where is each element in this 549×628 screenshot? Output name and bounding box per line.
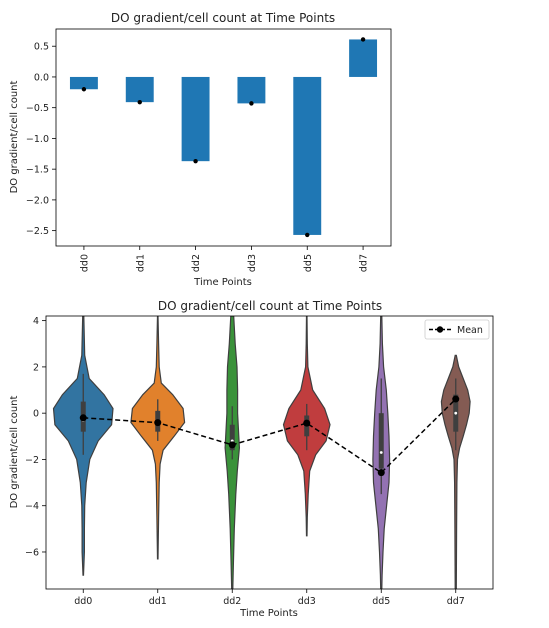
bar-mean-markers: [81, 37, 366, 238]
x-tick-label: dd1: [135, 254, 146, 272]
bar-chart-title: DO gradient/cell count at Time Points: [111, 11, 335, 25]
legend-entry-mean: Mean: [457, 325, 483, 336]
violin-plot-frame: [45, 315, 494, 590]
mean-point-dd2: [228, 441, 236, 449]
x-tick-label: dd1: [149, 596, 167, 607]
y-tick-label: 4: [33, 316, 39, 327]
bar-dd2: [181, 76, 210, 162]
x-tick-label: dd5: [303, 254, 314, 272]
mean-point-dd0: [79, 414, 87, 422]
bar-y-axis-label: DO gradient/cell count: [9, 81, 20, 194]
mean-point-dd7: [452, 395, 460, 403]
mean-point-dd2: [193, 158, 198, 164]
y-tick-label: −1.0: [26, 134, 49, 145]
violin-chart: DO gradient/cell count at Time Points 4 2…: [9, 299, 494, 619]
x-tick-label: dd2: [223, 596, 241, 607]
x-tick-label: dd3: [247, 254, 258, 272]
bar-dd3: [237, 76, 266, 104]
bar-dd0: [69, 76, 98, 90]
mean-point-dd7: [360, 37, 366, 42]
bar-plot-frame: [55, 28, 392, 247]
y-tick-label: −2.0: [26, 195, 49, 206]
violin-y-axis: 4 2 0 −2 −4 −6: [25, 316, 46, 558]
x-tick-label: dd5: [372, 596, 390, 607]
mean-line: [83, 398, 457, 474]
mean-point-dd1: [137, 99, 142, 105]
mean-point-dd0: [81, 87, 87, 92]
x-tick-label: dd3: [298, 596, 316, 607]
iqr-box-dd5: [378, 413, 384, 469]
x-tick-label: dd7: [447, 596, 465, 607]
bar-chart: DO gradient/cell count at Time Points 0.…: [9, 11, 392, 288]
y-tick-label: 2: [33, 362, 39, 373]
y-tick-label: 0.0: [34, 72, 49, 83]
y-tick-label: −4: [25, 501, 39, 512]
x-tick-label: dd0: [74, 596, 92, 607]
bar-series: [69, 39, 378, 235]
y-tick-label: −1.5: [26, 165, 49, 176]
mean-point-dd5: [377, 469, 385, 477]
y-tick-label: 0: [33, 409, 39, 420]
y-tick-label: −2: [25, 455, 39, 466]
bar-dd1: [125, 76, 154, 103]
median-point-dd5: [379, 451, 383, 454]
mean-series: [79, 395, 460, 477]
legend-marker: [436, 326, 444, 333]
x-tick-label: dd7: [359, 254, 370, 272]
bar-y-axis: 0.5 0.0 −0.5 −1.0 −1.5 −2.0 −2.5: [26, 42, 56, 237]
y-tick-label: −0.5: [26, 103, 49, 114]
bar-x-axis-label: Time Points: [193, 277, 252, 288]
mean-point-dd5: [305, 232, 310, 238]
bar-x-axis: dd0 dd1 dd2 dd3 dd5 dd7: [79, 246, 370, 272]
violin-dd7: [440, 354, 471, 589]
violin-x-axis: dd0 dd1 dd2 dd3 dd5 dd7: [74, 589, 465, 607]
bar-dd5: [293, 76, 322, 235]
mean-point-dd3: [303, 419, 311, 427]
y-tick-label: −2.5: [26, 226, 49, 237]
iqr-box-dd2: [229, 424, 235, 451]
violin-chart-title: DO gradient/cell count at Time Points: [158, 299, 382, 313]
legend-box: [424, 319, 490, 340]
mean-point-dd1: [154, 419, 162, 427]
bar-dd7: [349, 39, 378, 77]
legend: Mean: [424, 319, 490, 340]
x-tick-label: dd2: [191, 254, 202, 272]
median-point-dd7: [454, 411, 458, 415]
violin-y-axis-label: DO gradient/cell count: [9, 396, 20, 509]
y-tick-label: −6: [25, 547, 39, 558]
mean-point-dd3: [249, 101, 254, 106]
x-tick-label: dd0: [79, 254, 90, 272]
violin-series: [52, 316, 471, 589]
y-tick-label: 0.5: [34, 42, 49, 53]
violin-x-axis-label: Time Points: [239, 608, 298, 619]
